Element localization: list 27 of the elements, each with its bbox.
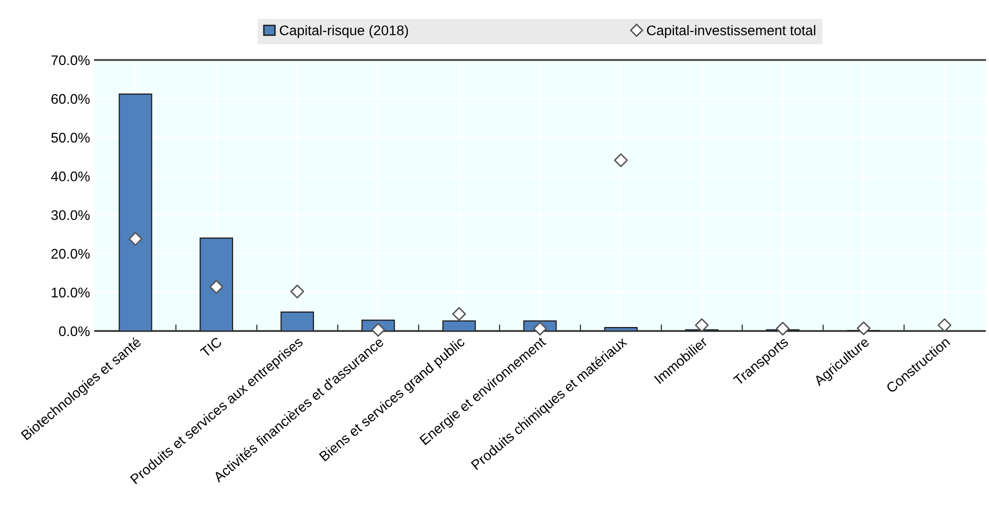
legend-label: Capital-investissement total: [647, 25, 816, 38]
y-tick-label: 20.0%: [51, 248, 90, 259]
bar: [200, 238, 234, 331]
legend-label: Capital-risque (2018): [280, 25, 408, 38]
point: [856, 321, 871, 336]
y-tick-label: 50.0%: [51, 132, 90, 143]
x-tick-label: TIC: [200, 336, 223, 358]
point: [694, 318, 709, 332]
point: [614, 153, 628, 168]
y-tick-label: 10.0%: [52, 288, 90, 298]
point: [452, 307, 466, 321]
bar: [118, 94, 152, 331]
bar: [442, 320, 476, 331]
point: [290, 284, 304, 298]
point: [128, 232, 142, 246]
y-tick-label: 70.0%: [51, 55, 90, 66]
bar: [280, 311, 314, 331]
y-tick-label: 40.0%: [51, 171, 90, 182]
point: [533, 322, 547, 336]
point: [776, 322, 790, 336]
y-tick-label: 60.0%: [51, 94, 90, 104]
y-tick-label: 30.0%: [51, 210, 90, 220]
point: [938, 318, 952, 332]
point: [371, 322, 386, 337]
bar: [604, 326, 638, 331]
y-tick-label: 0.0%: [59, 326, 90, 336]
point: [209, 280, 224, 294]
